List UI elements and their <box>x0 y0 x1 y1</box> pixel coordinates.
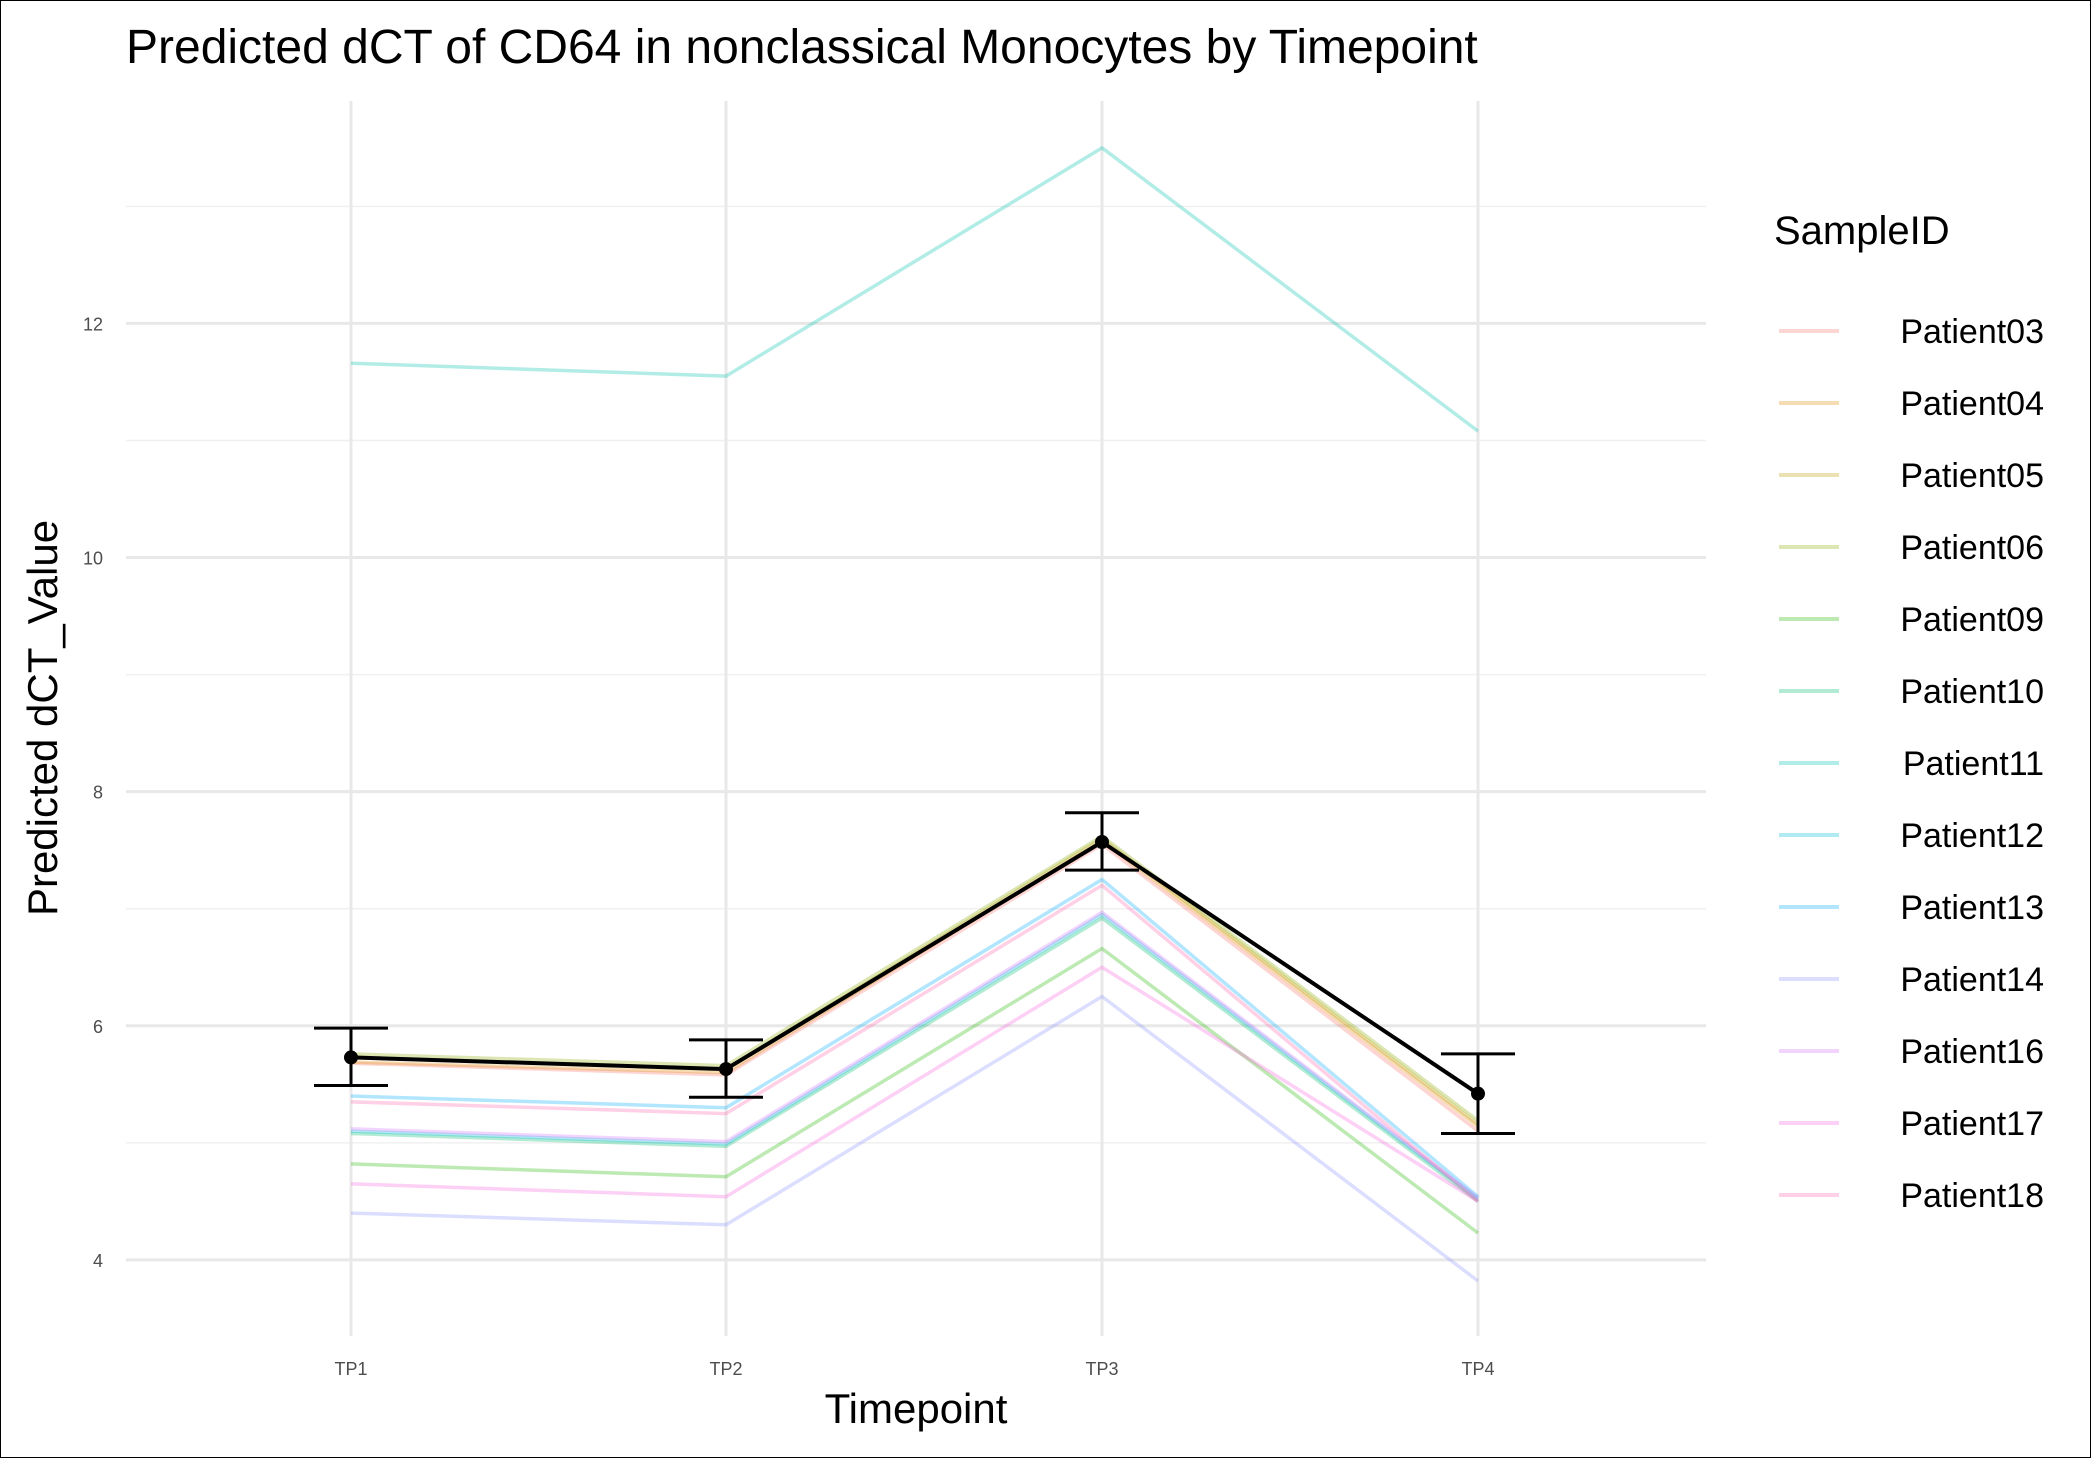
mean-point <box>1471 1086 1485 1101</box>
mean-point <box>1095 835 1109 849</box>
legend-label: Patient17 <box>1900 1105 2044 1143</box>
series-line-patient18 <box>350 883 1480 1203</box>
x-tick-label: TP1 <box>334 1359 367 1379</box>
x-tick-label: TP3 <box>1085 1359 1118 1379</box>
mean-line-with-error-bars <box>314 811 1515 1135</box>
y-tick-label: 12 <box>83 314 103 334</box>
legend: SampleID Patient03 Patient04 Patient05 Pati… <box>1774 209 2044 1215</box>
chart-title: Predicted dCT of CD64 in nonclassical Mo… <box>126 21 1478 74</box>
series-line-patient17 <box>350 965 1479 1203</box>
tick-labels: 4 6 8 10 12 TP1 TP2 TP3 TP4 <box>83 314 1495 1379</box>
x-axis-title: Timepoint <box>825 1385 1008 1432</box>
legend-label: Patient13 <box>1900 889 2044 927</box>
series-line-patient10 <box>350 916 1480 1203</box>
legend-label: Patient12 <box>1900 817 2044 855</box>
series-line-patient12 <box>350 912 1480 1201</box>
legend-label: Patient04 <box>1900 385 2044 423</box>
series-lines <box>350 146 1480 1283</box>
y-tick-label: 8 <box>93 783 103 803</box>
legend-title: SampleID <box>1774 209 1950 253</box>
legend-label: Patient03 <box>1900 313 2044 351</box>
mean-line <box>350 840 1480 1096</box>
legend-label: Patient06 <box>1900 529 2044 567</box>
legend-label: Patient16 <box>1900 1033 2044 1071</box>
mean-point <box>344 1050 358 1065</box>
series-line-patient11 <box>350 146 1480 433</box>
y-tick-label: 10 <box>83 549 103 569</box>
series-line-patient09 <box>350 946 1480 1235</box>
series-line-patient06 <box>350 834 1480 1123</box>
y-axis-title: Predicted dCT_Value <box>19 520 66 916</box>
series-line-patient03 <box>350 842 1480 1133</box>
y-tick-label: 6 <box>93 1017 103 1037</box>
legend-label: Patient11 <box>1903 745 2044 783</box>
mean-point <box>719 1062 733 1077</box>
series-line-patient13 <box>350 877 1480 1199</box>
legend-label: Patient14 <box>1900 961 2044 999</box>
y-tick-label: 4 <box>93 1251 103 1271</box>
series-line-patient14 <box>350 994 1480 1283</box>
grid <box>126 101 1706 1336</box>
x-tick-label: TP2 <box>709 1359 742 1379</box>
legend-label: Patient09 <box>1900 601 2044 639</box>
legend-label: Patient05 <box>1900 457 2044 495</box>
legend-label: Patient10 <box>1900 673 2044 711</box>
series-line-patient16 <box>350 910 1480 1200</box>
x-tick-label: TP4 <box>1461 1359 1494 1379</box>
legend-label: Patient18 <box>1900 1177 2044 1215</box>
